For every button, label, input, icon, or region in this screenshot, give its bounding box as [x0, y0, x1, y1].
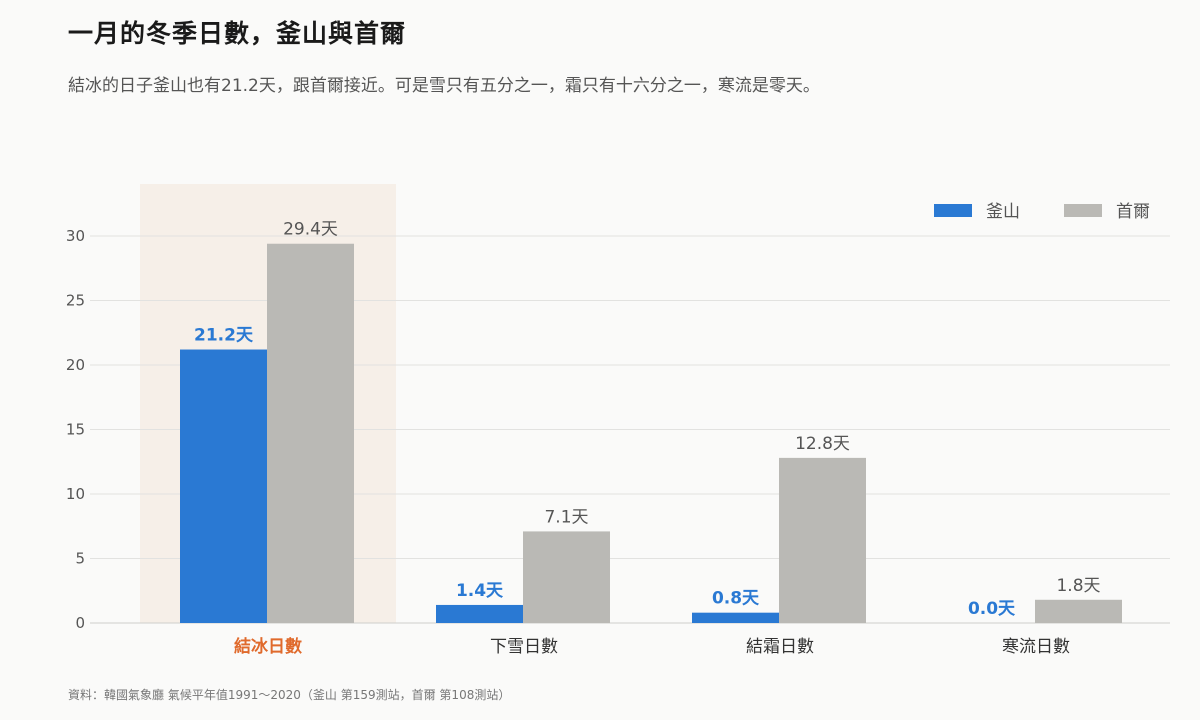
- legend: 釜山 首爾: [934, 202, 1150, 222]
- bar-busan: [180, 349, 267, 623]
- data-label: 0.8天: [712, 589, 760, 609]
- y-tick-label: 20: [66, 356, 85, 374]
- x-category-label: 結冰日數: [234, 636, 302, 657]
- x-category-label: 結霜日數: [746, 637, 814, 657]
- y-tick-label: 25: [66, 292, 85, 310]
- x-category-label: 寒流日數: [1002, 637, 1070, 657]
- bar-seoul: [523, 531, 610, 623]
- chart-title: 一月的冬季日數，釜山與首爾: [68, 19, 407, 48]
- data-label: 21.2天: [194, 326, 254, 346]
- legend-label: 首爾: [1116, 202, 1150, 222]
- legend-swatch: [1064, 204, 1102, 217]
- data-label: 1.8天: [1056, 576, 1100, 596]
- bar-seoul: [779, 457, 866, 623]
- bar-busan: [436, 604, 523, 623]
- y-tick-label: 10: [66, 485, 85, 503]
- x-category-label: 下雪日數: [490, 637, 558, 657]
- data-label: 1.4天: [456, 581, 504, 601]
- bar-seoul: [1035, 599, 1122, 623]
- source-note: 資料：韓國氣象廳 氣候平年值1991～2020（釜山 第159測站，首爾 第10…: [68, 688, 511, 702]
- bar-seoul: [267, 243, 354, 624]
- y-tick-label: 30: [66, 227, 85, 245]
- y-tick-label: 0: [75, 614, 85, 632]
- data-label: 0.0天: [968, 599, 1016, 619]
- data-label: 12.8天: [795, 434, 850, 454]
- y-tick-label: 15: [66, 421, 85, 439]
- y-tick-label: 5: [75, 550, 85, 568]
- legend-swatch: [934, 204, 972, 217]
- data-label: 29.4天: [283, 220, 338, 240]
- bar-layer: [180, 243, 1122, 624]
- chart-subtitle: 結冰的日子釜山也有21.2天，跟首爾接近。可是雪只有五分之一，霜只有十六分之一，…: [68, 76, 820, 96]
- data-label: 7.1天: [544, 507, 588, 527]
- bar-busan: [692, 612, 779, 623]
- legend-label: 釜山: [986, 202, 1020, 222]
